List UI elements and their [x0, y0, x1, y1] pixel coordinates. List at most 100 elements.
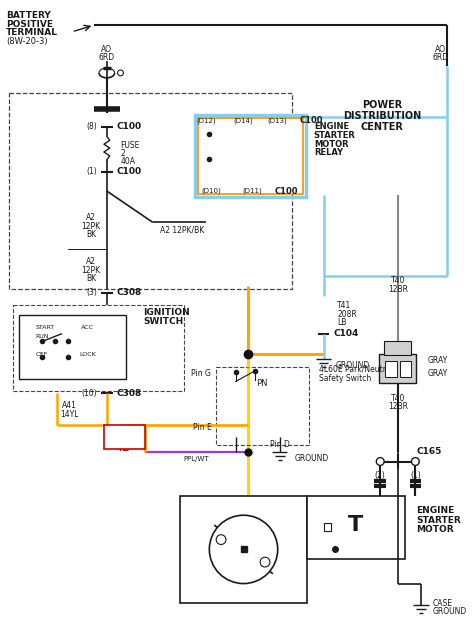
Bar — [324, 523, 331, 531]
Bar — [19, 315, 127, 378]
Text: PPL/WT: PPL/WT — [184, 455, 210, 462]
Text: DISTRIBUTION: DISTRIBUTION — [343, 111, 421, 121]
Bar — [307, 496, 405, 559]
Text: Pin D: Pin D — [270, 441, 290, 450]
Text: CASE: CASE — [433, 599, 453, 608]
Text: C165: C165 — [416, 447, 442, 457]
Text: (D11): (D11) — [242, 188, 262, 194]
Text: ENGINE: ENGINE — [416, 506, 455, 515]
Text: Pin G: Pin G — [191, 369, 211, 378]
Text: C100: C100 — [275, 187, 298, 196]
Text: T: T — [348, 515, 364, 535]
Text: MOTOR: MOTOR — [416, 525, 454, 535]
Text: 40A: 40A — [120, 157, 136, 166]
Text: 14YL: 14YL — [61, 410, 79, 419]
Text: A41: A41 — [62, 401, 77, 410]
Bar — [13, 305, 184, 391]
Text: A2 12PK/BK: A2 12PK/BK — [160, 225, 204, 234]
Ellipse shape — [411, 458, 419, 465]
Text: (10): (10) — [82, 389, 97, 398]
Text: CENTER: CENTER — [361, 122, 403, 131]
Bar — [400, 361, 411, 377]
Text: (D10): (D10) — [201, 188, 221, 194]
Bar — [379, 354, 416, 384]
Text: (2): (2) — [375, 471, 385, 479]
Text: RUN: RUN — [36, 334, 49, 339]
Text: FUSE: FUSE — [120, 141, 140, 150]
Bar — [195, 115, 306, 197]
Bar — [180, 496, 307, 603]
Bar — [216, 367, 309, 445]
Text: LB: LB — [337, 318, 346, 328]
Text: C308: C308 — [117, 389, 142, 398]
Text: STARTER: STARTER — [314, 131, 356, 140]
Text: ENGINE: ENGINE — [314, 122, 349, 131]
Text: 4L60E Park/Neutral: 4L60E Park/Neutral — [319, 364, 392, 373]
Text: LOCK: LOCK — [79, 352, 96, 357]
Text: BK: BK — [86, 231, 96, 239]
Text: Pin E: Pin E — [192, 423, 211, 432]
Text: GROUND: GROUND — [294, 454, 328, 463]
Ellipse shape — [216, 535, 226, 544]
Text: (D12): (D12) — [197, 117, 216, 124]
Text: BATTERY: BATTERY — [6, 11, 51, 20]
Text: C100: C100 — [117, 167, 142, 176]
Text: C104: C104 — [333, 329, 359, 338]
Ellipse shape — [118, 70, 123, 76]
Text: SWITCH: SWITCH — [143, 318, 183, 326]
Text: IGNITION: IGNITION — [143, 307, 190, 317]
Text: T41: T41 — [337, 301, 352, 310]
Text: 12BR: 12BR — [388, 285, 408, 294]
Text: T141: T141 — [114, 427, 135, 436]
Text: GRAY: GRAY — [428, 369, 448, 378]
Text: 208R: 208R — [337, 310, 357, 319]
Text: MOTOR: MOTOR — [314, 140, 348, 149]
Bar — [104, 425, 145, 449]
Bar — [198, 118, 303, 194]
Text: C308: C308 — [117, 288, 142, 297]
Text: STARTER: STARTER — [416, 516, 461, 525]
Text: RD: RD — [118, 444, 130, 453]
Text: ACC: ACC — [81, 325, 94, 330]
Text: AO: AO — [101, 45, 112, 54]
Text: (8): (8) — [86, 122, 97, 131]
Text: (D13): (D13) — [268, 117, 288, 124]
Text: (1): (1) — [410, 471, 421, 479]
Text: T40: T40 — [391, 394, 405, 403]
Text: 12PK: 12PK — [82, 265, 101, 275]
Text: GROUND: GROUND — [433, 607, 467, 617]
Text: AO: AO — [435, 45, 446, 54]
Text: 12PK: 12PK — [82, 222, 101, 231]
Text: (1): (1) — [86, 167, 97, 176]
Text: Safety Switch: Safety Switch — [319, 374, 371, 383]
Text: GRAY: GRAY — [428, 356, 448, 366]
Text: RELAY: RELAY — [314, 149, 343, 157]
Text: 6RD: 6RD — [99, 53, 115, 62]
Ellipse shape — [260, 557, 270, 567]
Ellipse shape — [376, 458, 384, 465]
Text: POWER: POWER — [362, 100, 402, 110]
Text: (8W-20-3): (8W-20-3) — [6, 37, 48, 46]
Text: (3): (3) — [86, 288, 97, 297]
Text: PN: PN — [256, 379, 268, 388]
Text: 12BR: 12BR — [388, 403, 408, 411]
Text: GROUND: GROUND — [335, 361, 370, 370]
Text: BK: BK — [86, 274, 96, 283]
Text: C100: C100 — [117, 122, 142, 131]
Text: (D14): (D14) — [234, 117, 253, 124]
Text: POSITIVE: POSITIVE — [6, 20, 53, 29]
Bar — [385, 361, 397, 377]
Text: A2: A2 — [86, 213, 96, 222]
Text: 6RD: 6RD — [433, 53, 449, 62]
Text: C100: C100 — [299, 116, 323, 125]
Text: OFF: OFF — [36, 352, 48, 357]
Text: TERMINAL: TERMINAL — [6, 29, 58, 37]
Text: 2: 2 — [120, 149, 125, 159]
Text: A2: A2 — [86, 257, 96, 266]
Text: T40: T40 — [391, 276, 405, 285]
Text: 14YL: 14YL — [114, 436, 135, 444]
Ellipse shape — [210, 515, 278, 584]
Bar — [9, 93, 292, 289]
Text: START: START — [36, 325, 55, 330]
Bar — [384, 342, 411, 355]
